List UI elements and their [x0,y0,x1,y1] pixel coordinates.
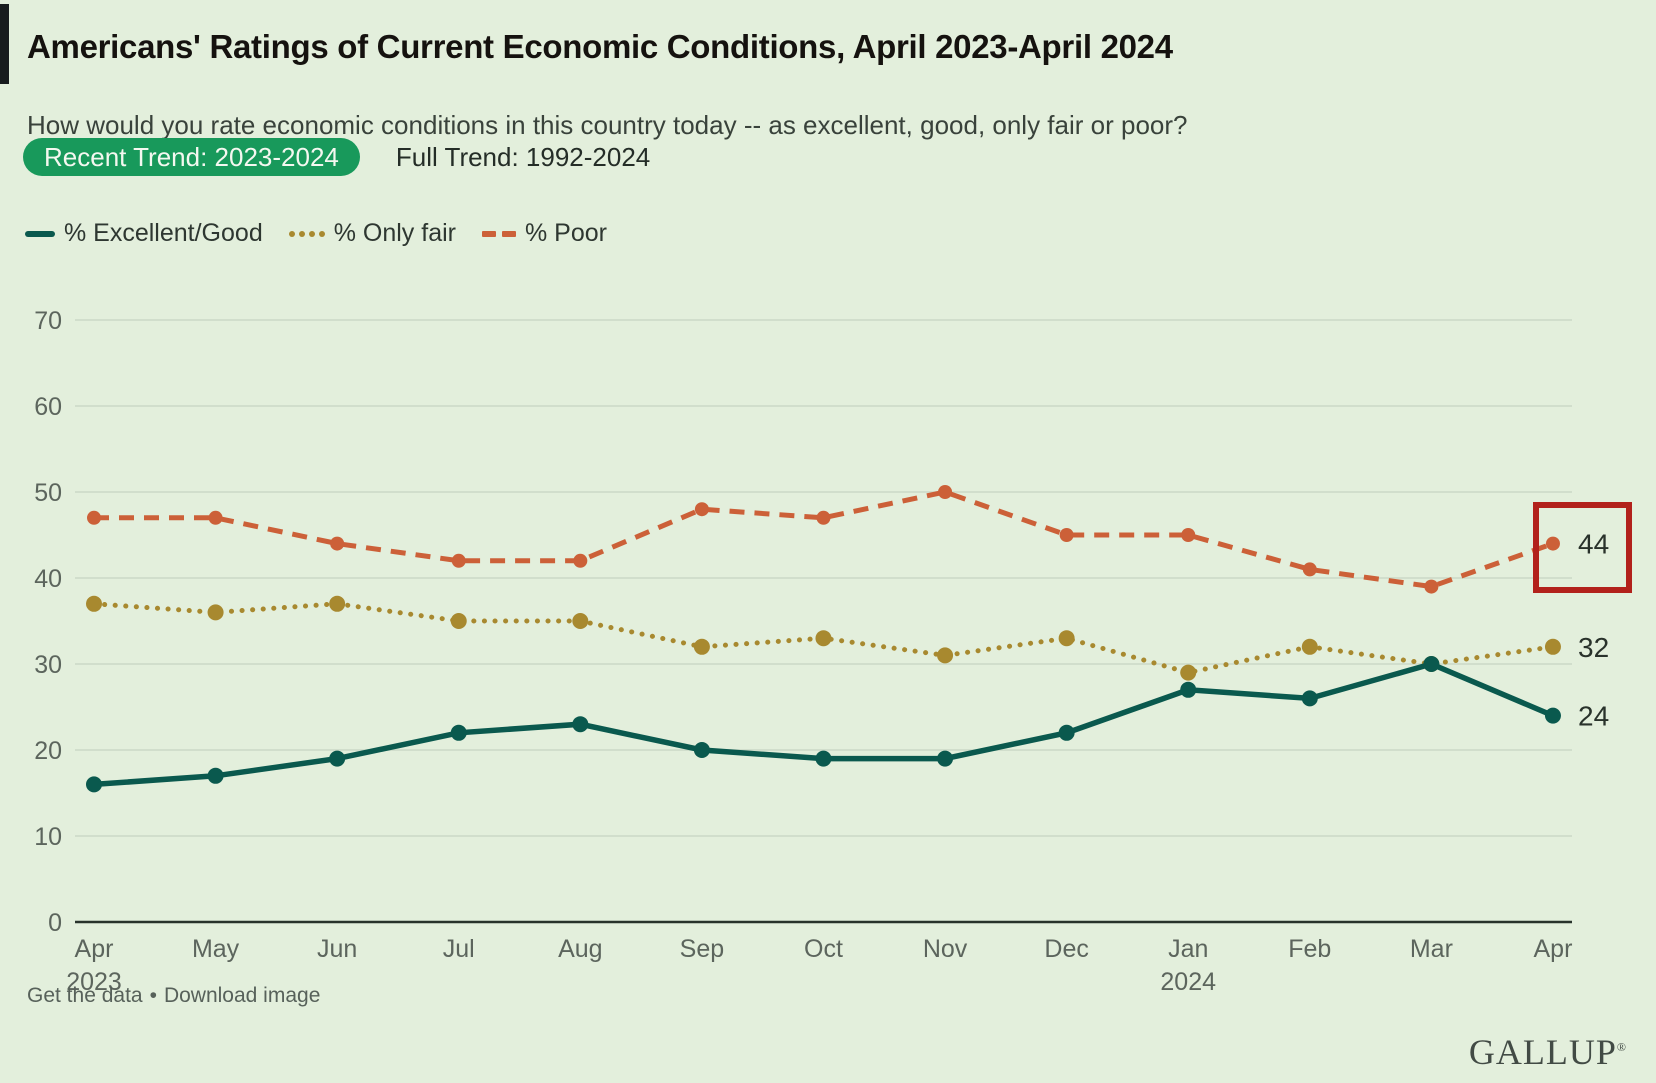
data-point[interactable] [1302,562,1317,577]
dashed-line-swatch-icon [481,230,516,237]
end-value-label: 24 [1578,701,1609,732]
legend-item-poor[interactable]: % Poor [481,219,607,248]
data-point[interactable] [330,536,345,551]
x-tick-label: Jun [317,935,357,963]
data-point[interactable] [207,604,224,621]
x-tick-year-label: 2023 [66,968,122,996]
x-tick-label: Mar [1410,935,1453,963]
legend-item-excellent-good[interactable]: % Excellent/Good [25,219,263,248]
end-value-label: 44 [1578,529,1609,560]
data-point[interactable] [693,742,710,758]
y-tick-label: 70 [34,307,62,335]
data-point[interactable] [1058,724,1075,741]
page-title: Americans' Ratings of Current Economic C… [27,28,1173,66]
data-point[interactable] [572,716,589,733]
x-tick-label: Apr [75,935,114,963]
data-point[interactable] [86,776,102,793]
x-tick-label: Jul [443,935,475,963]
data-point[interactable] [572,613,589,629]
data-point[interactable] [815,630,832,647]
tab-full-trend[interactable]: Full Trend: 1992-2024 [395,141,651,172]
x-tick-label: Jan [1168,935,1208,963]
y-tick-label: 0 [48,909,62,937]
y-tick-label: 20 [34,737,62,765]
trend-tabs: Recent Trend: 2023-2024 Full Trend: 1992… [23,138,650,176]
data-point[interactable] [329,750,346,767]
highlight-box [1533,502,1632,593]
data-point[interactable] [693,638,710,655]
data-point[interactable] [207,767,224,784]
data-point[interactable] [1544,638,1561,655]
data-point[interactable] [938,485,953,499]
data-point[interactable] [1180,664,1197,681]
legend-label: % Poor [524,219,607,247]
data-point[interactable] [450,613,467,629]
legend-item-only-fair[interactable]: % Only fair [288,219,456,248]
chart-footer: Get the data • Download image [27,984,320,1008]
y-tick-label: 10 [34,823,62,851]
series-line-dashed [94,489,1554,590]
x-tick-label: Feb [1288,935,1331,963]
data-point[interactable] [1058,630,1075,647]
y-tick-label: 30 [34,651,62,679]
data-point[interactable] [816,510,831,525]
registered-trademark-icon: ® [1616,1040,1627,1054]
data-point[interactable] [1301,638,1318,655]
data-point[interactable] [450,724,467,741]
data-point[interactable] [87,510,101,525]
footer-separator: • [149,984,157,1007]
data-point[interactable] [1059,528,1074,542]
gallup-logo: GALLUP® [1468,1032,1627,1072]
x-tick-label: Oct [804,935,843,963]
data-point[interactable] [1423,656,1440,672]
chart-legend: % Excellent/Good % Only fair % Poor [25,219,607,248]
x-tick-label: Sep [680,935,724,963]
x-tick-label: Nov [923,935,968,963]
y-tick-label: 40 [34,565,62,593]
x-tick-label: Apr [1534,935,1573,963]
y-tick-label: 50 [34,479,62,507]
data-point[interactable] [329,595,346,612]
survey-question-text: How would you rate economic conditions i… [27,110,1188,140]
dotted-line-swatch-icon [288,230,325,237]
data-point[interactable] [937,647,954,664]
screen-edge-artifact [0,4,9,84]
x-tick-label: Aug [558,935,602,963]
data-point[interactable] [937,750,954,767]
data-point[interactable] [1180,681,1197,698]
data-point[interactable] [815,750,832,767]
data-point[interactable] [1424,579,1439,594]
end-value-label: 32 [1578,632,1609,663]
x-tick-year-label: 2024 [1160,968,1216,996]
download-image-link[interactable]: Download image [163,984,321,1007]
data-point[interactable] [694,502,709,517]
data-point[interactable] [1545,536,1560,551]
data-point[interactable] [1544,707,1561,724]
data-point[interactable] [1301,690,1318,707]
get-the-data-link[interactable]: Get the data [27,984,143,1007]
x-tick-label: May [192,935,240,963]
data-point[interactable] [451,553,466,568]
data-point[interactable] [1181,528,1196,542]
tab-recent-trend[interactable]: Recent Trend: 2023-2024 [23,138,360,176]
data-point[interactable] [573,553,588,568]
data-point[interactable] [208,510,223,525]
data-point[interactable] [86,595,102,612]
x-tick-label: Dec [1044,935,1088,963]
y-tick-label: 60 [34,393,62,421]
solid-line-swatch-icon [25,230,55,237]
legend-label: % Excellent/Good [64,219,263,247]
legend-label: % Only fair [333,219,456,247]
